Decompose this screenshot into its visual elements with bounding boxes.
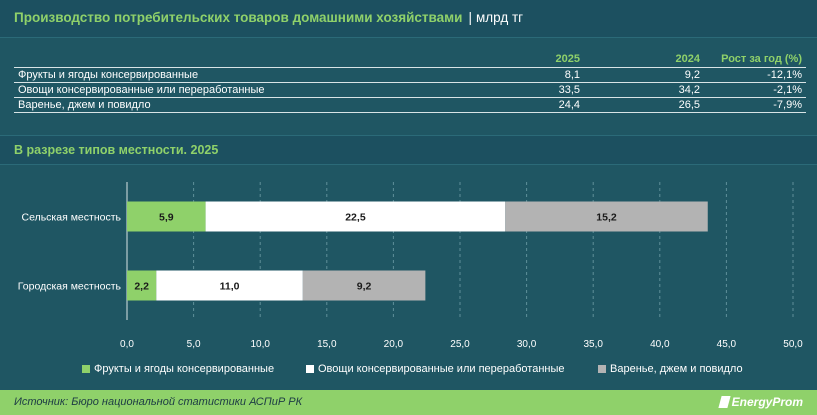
cell-2025: 33,5 <box>484 82 584 98</box>
footer-band <box>0 390 817 415</box>
section-band <box>0 135 817 165</box>
x-tick-label: 25,0 <box>450 339 470 350</box>
cell-2024: 34,2 <box>584 82 704 98</box>
title-unit: млрд тг <box>475 10 524 25</box>
x-tick-label: 15,0 <box>317 339 337 350</box>
cell-2024: 9,2 <box>584 67 704 83</box>
legend-swatch-jam <box>598 365 606 373</box>
bar-data-label: 2,2 <box>134 281 149 293</box>
legend-label-jam: Варенье, джем и повидло <box>610 363 743 375</box>
table-row: Фрукты и ягоды консервированные 8,1 9,2 … <box>14 67 806 83</box>
bar-segment <box>205 201 506 232</box>
cell-growth: -7,9% <box>704 97 806 113</box>
row-label: Овощи консервированные или переработанны… <box>14 82 484 98</box>
x-tick-label: 50,0 <box>783 339 803 350</box>
row-label: Фрукты и ягоды консервированные <box>14 67 484 83</box>
bar-data-label: 5,9 <box>159 212 174 224</box>
bar-data-label: 15,2 <box>596 212 617 224</box>
x-tick-label: 5,0 <box>187 339 201 350</box>
row-label: Варенье, джем и повидло <box>14 97 484 113</box>
bar-segment <box>302 270 426 301</box>
bar-segment <box>127 270 157 301</box>
page-title: Производство потребительских товаров дом… <box>14 10 523 25</box>
column-header-label <box>14 52 484 68</box>
table-header-row: 2025 2024 Рост за год (%) <box>14 52 806 68</box>
bar-segment <box>127 201 206 232</box>
x-tick-label: 30,0 <box>517 339 537 350</box>
legend-swatch-fruits <box>82 365 90 373</box>
legend-label-vegetables: Овощи консервированные или переработанны… <box>318 363 565 375</box>
table-row: Овощи консервированные или переработанны… <box>14 82 806 98</box>
cell-growth: -12,1% <box>704 67 806 83</box>
column-header-2025: 2025 <box>484 52 584 68</box>
column-header-2024: 2024 <box>584 52 704 68</box>
logo-text: EnergyProm <box>731 395 803 409</box>
bar-data-label: 9,2 <box>357 281 372 293</box>
x-tick-label: 20,0 <box>384 339 404 350</box>
source-note: Источник: Бюро национальной статистики А… <box>14 396 303 408</box>
x-tick-label: 45,0 <box>717 339 737 350</box>
x-tick-label: 40,0 <box>650 339 670 350</box>
x-tick-label: 0,0 <box>120 339 134 350</box>
table-row: Варенье, джем и повидло 24,4 26,5 -7,9% <box>14 97 806 113</box>
chart-legend: Фрукты и ягоды консервированные Овощи ко… <box>0 363 817 379</box>
legend-item-vegetables: Овощи консервированные или переработанны… <box>306 363 565 375</box>
section-title: В разрезе типов местности. 2025 <box>14 143 219 157</box>
data-table: 2025 2024 Рост за год (%) Фрукты и ягоды… <box>14 52 806 113</box>
x-tick-label: 35,0 <box>583 339 603 350</box>
stacked-bar-chart: 0,0 5,0 10,0 15,0 20,0 25,0 30,0 35,0 40,0 45,0 50… <box>18 182 803 350</box>
cell-2025: 8,1 <box>484 67 584 83</box>
legend-item-fruits: Фрукты и ягоды консервированные <box>82 363 274 375</box>
title-main: Производство потребительских товаров дом… <box>14 10 463 25</box>
x-tick-label: 10,0 <box>250 339 270 350</box>
bar-segment <box>156 270 303 301</box>
cell-growth: -2,1% <box>704 82 806 98</box>
title-separator: | <box>468 10 472 25</box>
category-label: Городская местность <box>18 281 122 293</box>
logo-mark-icon <box>718 396 731 408</box>
legend-label-fruits: Фрукты и ягоды консервированные <box>94 363 275 375</box>
column-header-growth: Рост за год (%) <box>704 52 806 68</box>
header-band <box>0 0 817 38</box>
cell-2024: 26,5 <box>584 97 704 113</box>
brand-logo: EnergyProm <box>718 395 803 409</box>
legend-swatch-vegetables <box>306 365 314 373</box>
bar-data-label: 22,5 <box>345 212 366 224</box>
cell-2025: 24,4 <box>484 97 584 113</box>
legend-item-jam: Варенье, джем и повидло <box>598 363 743 375</box>
bar-segment <box>505 201 708 232</box>
bar-data-label: 11,0 <box>220 281 240 293</box>
category-label: Сельская местность <box>22 212 122 224</box>
